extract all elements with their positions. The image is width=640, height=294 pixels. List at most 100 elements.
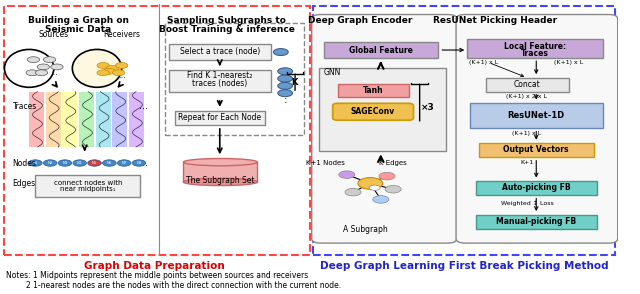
Text: (K+1) x L: (K+1) x L: [554, 60, 583, 65]
Text: K+1 Nodes: K+1 Nodes: [306, 160, 345, 166]
Bar: [129, 92, 144, 147]
Text: Weighted ↕ Loss: Weighted ↕ Loss: [500, 201, 554, 206]
Text: traces (nodes): traces (nodes): [192, 79, 248, 88]
Circle shape: [29, 160, 42, 166]
Text: K: K: [291, 78, 298, 87]
FancyBboxPatch shape: [456, 14, 618, 243]
Text: N5: N5: [92, 161, 97, 165]
Text: N4: N4: [77, 161, 83, 165]
Circle shape: [44, 160, 57, 166]
Circle shape: [132, 160, 146, 166]
Text: N3: N3: [62, 161, 68, 165]
FancyBboxPatch shape: [312, 14, 457, 243]
Ellipse shape: [184, 178, 257, 186]
Text: K Edges: K Edges: [380, 160, 407, 166]
Bar: [79, 92, 94, 147]
Circle shape: [102, 160, 116, 166]
Text: Manual-picking FB: Manual-picking FB: [496, 217, 576, 226]
Text: Boost Training & inference: Boost Training & inference: [159, 25, 294, 34]
Circle shape: [115, 63, 128, 69]
Text: Seismic Data: Seismic Data: [45, 25, 111, 34]
Text: Notes: 1 Midpoints represent the middle points between sources and receivers: Notes: 1 Midpoints represent the middle …: [6, 271, 308, 280]
Text: Sampling Subgraphs to: Sampling Subgraphs to: [167, 16, 286, 25]
Text: (K+1) x L: (K+1) x L: [469, 60, 499, 65]
FancyBboxPatch shape: [319, 69, 445, 151]
Text: (K+1) x 2 x L: (K+1) x 2 x L: [506, 94, 547, 99]
FancyBboxPatch shape: [184, 162, 257, 182]
Circle shape: [35, 70, 47, 76]
Bar: [29, 92, 44, 147]
Text: Traces: Traces: [13, 102, 36, 111]
FancyBboxPatch shape: [324, 42, 438, 58]
Circle shape: [372, 196, 389, 203]
Text: near midpoints₁: near midpoints₁: [60, 186, 115, 192]
Circle shape: [88, 160, 101, 166]
Text: ·: ·: [284, 94, 287, 104]
Circle shape: [339, 171, 355, 178]
Circle shape: [58, 160, 72, 166]
Text: ·: ·: [284, 98, 287, 108]
Text: Graph Data Preparation: Graph Data Preparation: [84, 261, 225, 271]
Text: Nodes: Nodes: [13, 158, 36, 168]
Circle shape: [117, 160, 131, 166]
Circle shape: [26, 70, 38, 76]
Text: Edges: Edges: [13, 179, 36, 188]
Ellipse shape: [4, 49, 54, 87]
FancyBboxPatch shape: [476, 215, 596, 228]
Text: Auto-picking FB: Auto-picking FB: [502, 183, 571, 192]
Circle shape: [278, 75, 292, 82]
Text: ...: ...: [139, 101, 148, 111]
FancyBboxPatch shape: [35, 175, 140, 196]
Text: N1: N1: [33, 161, 38, 165]
Bar: [46, 92, 61, 147]
Text: Deep Graph Encoder: Deep Graph Encoder: [308, 16, 413, 25]
Circle shape: [278, 68, 292, 75]
Text: A Subgraph: A Subgraph: [343, 225, 388, 235]
Bar: [63, 92, 77, 147]
Text: ...: ...: [139, 158, 148, 168]
Circle shape: [345, 188, 361, 196]
Text: K+1: K+1: [520, 160, 534, 165]
Circle shape: [106, 66, 118, 71]
Text: Local Feature:: Local Feature:: [504, 42, 566, 51]
Bar: [113, 92, 127, 147]
Text: 2 1-nearest nodes are the nodes with the direct connection with the current node: 2 1-nearest nodes are the nodes with the…: [26, 281, 341, 290]
Text: Building a Graph on: Building a Graph on: [28, 16, 129, 25]
Text: ResUNet-1D: ResUNet-1D: [508, 111, 565, 120]
FancyBboxPatch shape: [476, 181, 596, 195]
FancyBboxPatch shape: [486, 78, 569, 92]
Circle shape: [358, 178, 383, 189]
Circle shape: [113, 70, 125, 76]
Text: Receivers: Receivers: [103, 30, 140, 39]
FancyBboxPatch shape: [169, 70, 271, 92]
Bar: [313, 6, 615, 255]
Text: ...: ...: [118, 71, 125, 80]
Text: N6: N6: [107, 161, 112, 165]
FancyBboxPatch shape: [479, 143, 594, 157]
Text: Sources: Sources: [39, 30, 69, 39]
Text: Output Vectors: Output Vectors: [504, 146, 569, 154]
Circle shape: [379, 172, 395, 180]
FancyBboxPatch shape: [470, 103, 603, 128]
Ellipse shape: [72, 49, 122, 87]
Circle shape: [37, 64, 49, 70]
Circle shape: [103, 69, 115, 74]
Ellipse shape: [184, 158, 257, 166]
Text: GNN: GNN: [324, 68, 341, 77]
Text: (K+1) x L: (K+1) x L: [513, 131, 541, 136]
Text: N8: N8: [136, 161, 141, 165]
FancyBboxPatch shape: [467, 39, 603, 58]
Text: ...: ...: [50, 68, 58, 77]
Text: The Subgraph Set: The Subgraph Set: [186, 176, 254, 185]
Circle shape: [278, 90, 292, 97]
Circle shape: [73, 160, 86, 166]
Circle shape: [51, 64, 63, 70]
Bar: [4, 6, 310, 255]
Text: Find K 1-nearest₂: Find K 1-nearest₂: [187, 71, 252, 80]
Circle shape: [44, 57, 56, 63]
Circle shape: [97, 70, 109, 76]
Text: Repeat for Each Node: Repeat for Each Node: [178, 113, 261, 122]
Text: connect nodes with: connect nodes with: [54, 181, 122, 186]
Bar: [165, 23, 303, 135]
FancyBboxPatch shape: [169, 44, 271, 60]
